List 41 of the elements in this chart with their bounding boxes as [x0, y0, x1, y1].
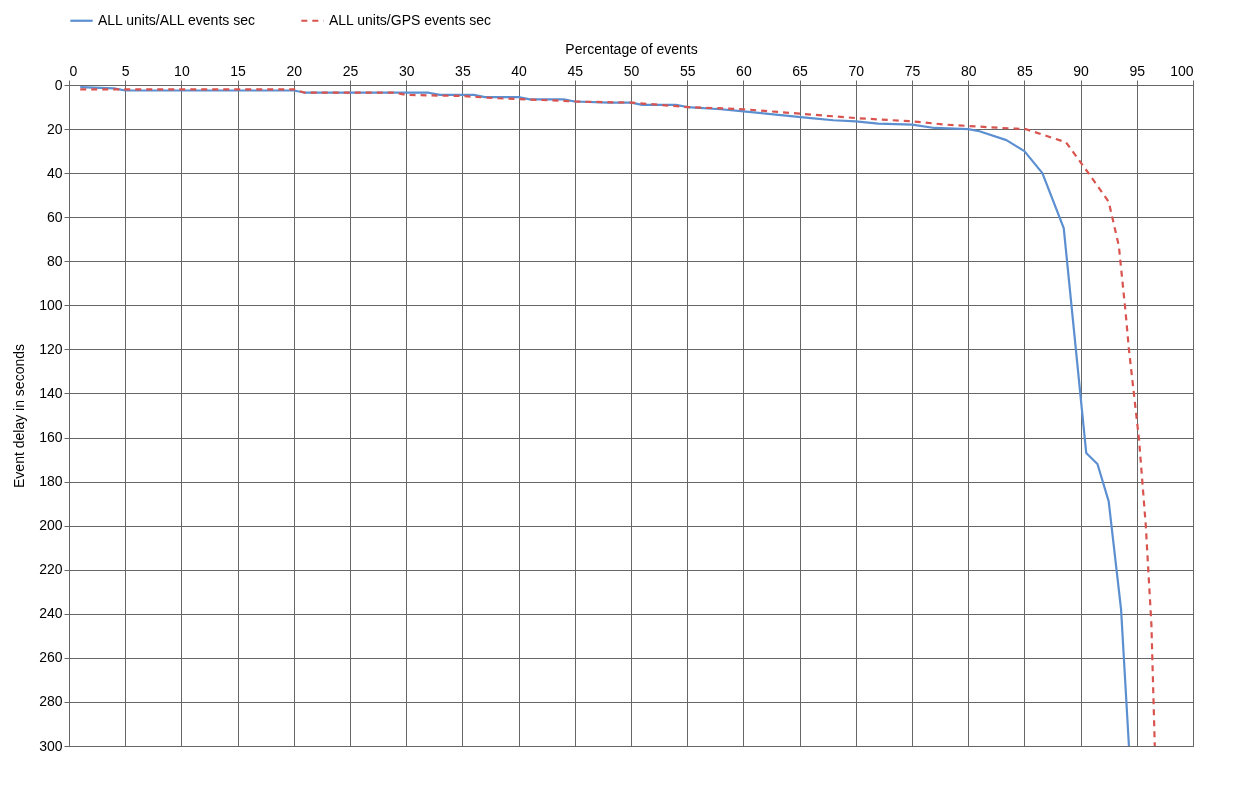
y-axis-title: Event delay in seconds — [11, 344, 28, 488]
legend-label: ALL units/ALL events sec — [98, 11, 255, 28]
y-tick-label: 100 — [39, 296, 63, 313]
y-tick-label: 80 — [46, 252, 63, 269]
x-tick-label: 5 — [121, 62, 130, 79]
x-tick-label: 35 — [455, 62, 471, 79]
y-tick-label: 140 — [39, 384, 63, 401]
y-tick-label: 300 — [39, 737, 63, 754]
y-tick-label: 260 — [39, 649, 63, 666]
y-tick-label: 40 — [46, 164, 63, 181]
y-tick-label: 120 — [39, 340, 63, 357]
x-tick-label: 0 — [69, 62, 78, 79]
legend-label: ALL units/GPS events sec — [329, 11, 492, 28]
x-tick-label: 50 — [623, 62, 640, 79]
y-tick-label: 60 — [46, 208, 63, 225]
x-tick-label: 70 — [848, 62, 865, 79]
y-tick-label: 160 — [39, 429, 63, 446]
x-tick-label: 85 — [1017, 62, 1033, 79]
x-tick-label: 45 — [567, 62, 584, 79]
y-tick-label: 20 — [46, 120, 63, 137]
y-tick-label: 220 — [39, 561, 63, 578]
x-tick-label: 65 — [792, 62, 809, 79]
y-tick-label: 200 — [39, 517, 63, 534]
y-tick-label: 240 — [39, 605, 63, 622]
x-tick-label: 95 — [1129, 62, 1146, 79]
y-tick-label: 280 — [39, 693, 63, 710]
x-tick-label: 55 — [679, 62, 696, 79]
x-tick-label: 30 — [398, 62, 415, 79]
x-tick-label: 60 — [736, 62, 752, 79]
x-tick-label: 40 — [511, 62, 528, 79]
x-axis-title: Percentage of events — [565, 40, 698, 57]
y-tick-label: 180 — [39, 473, 63, 490]
x-tick-label: 100 — [1170, 62, 1194, 79]
x-tick-label: 80 — [960, 62, 977, 79]
x-tick-label: 75 — [904, 62, 921, 79]
x-tick-label: 25 — [342, 62, 359, 79]
x-tick-label: 15 — [230, 62, 247, 79]
x-tick-label: 20 — [286, 62, 303, 79]
y-tick-label: 0 — [54, 76, 63, 93]
x-tick-label: 90 — [1073, 62, 1090, 79]
x-tick-label: 10 — [174, 62, 190, 79]
